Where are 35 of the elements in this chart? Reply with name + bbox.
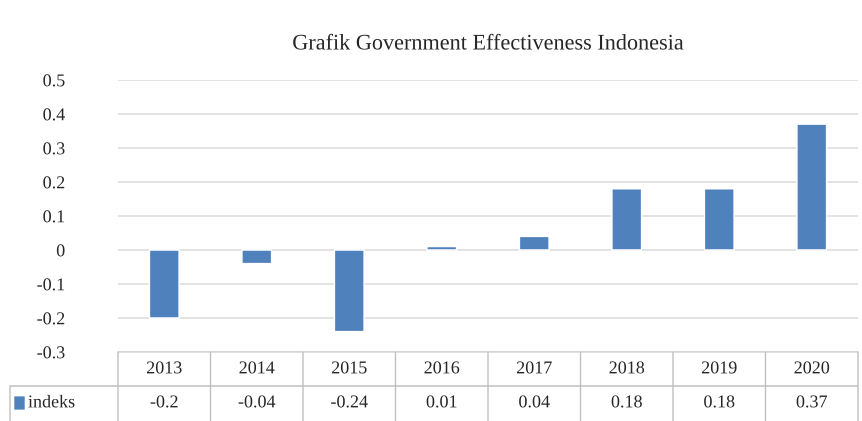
chart-title: Grafik Government Effectiveness Indonesia (293, 34, 684, 50)
x-tick-label: 2013 (146, 361, 182, 374)
y-tick-label: 0.1 (43, 210, 64, 223)
bar (334, 249, 365, 332)
data-label: 0.04 (519, 395, 550, 408)
bar (796, 124, 828, 251)
bar (426, 246, 458, 251)
bar (148, 249, 180, 319)
x-tick-label: 2016 (424, 361, 460, 374)
y-tick-label: 0.4 (43, 108, 65, 121)
data-label: 0.18 (704, 395, 734, 408)
data-label: -0.24 (331, 395, 368, 408)
y-tick-label: 0.5 (43, 74, 65, 87)
y-tick-label: 0 (56, 244, 65, 256)
bar (241, 249, 272, 264)
y-tick-label: -0.1 (37, 278, 64, 291)
bar (611, 188, 642, 251)
x-tick-label: 2018 (609, 361, 644, 374)
x-tick-label: 2017 (516, 361, 552, 374)
data-label: -0.04 (238, 395, 276, 408)
bar (704, 188, 735, 251)
x-tick-label: 2015 (332, 361, 367, 374)
bar (518, 236, 550, 251)
y-tick-label: -0.2 (37, 312, 64, 325)
y-tick-label: 0.2 (43, 176, 64, 189)
data-label: 0.01 (426, 395, 456, 408)
y-tick-label: -0.3 (37, 346, 65, 359)
data-label: 0.18 (612, 395, 642, 408)
data-label: 0.37 (796, 395, 828, 408)
x-tick-label: 2019 (702, 361, 737, 374)
x-tick-label: 2020 (794, 361, 830, 374)
data-label: -0.2 (150, 395, 178, 408)
x-tick-label: 2014 (239, 361, 275, 374)
legend-label: indeks (28, 394, 74, 408)
y-tick-label: 0.3 (43, 142, 65, 155)
